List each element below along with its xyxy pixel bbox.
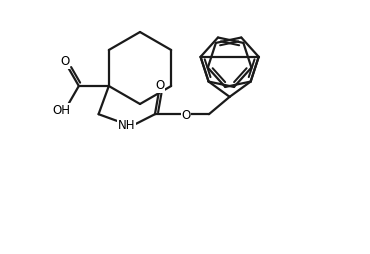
Text: OH: OH bbox=[53, 104, 71, 117]
Text: O: O bbox=[155, 79, 165, 92]
Text: O: O bbox=[60, 55, 69, 68]
Text: O: O bbox=[181, 109, 191, 122]
Text: NH: NH bbox=[118, 119, 135, 132]
